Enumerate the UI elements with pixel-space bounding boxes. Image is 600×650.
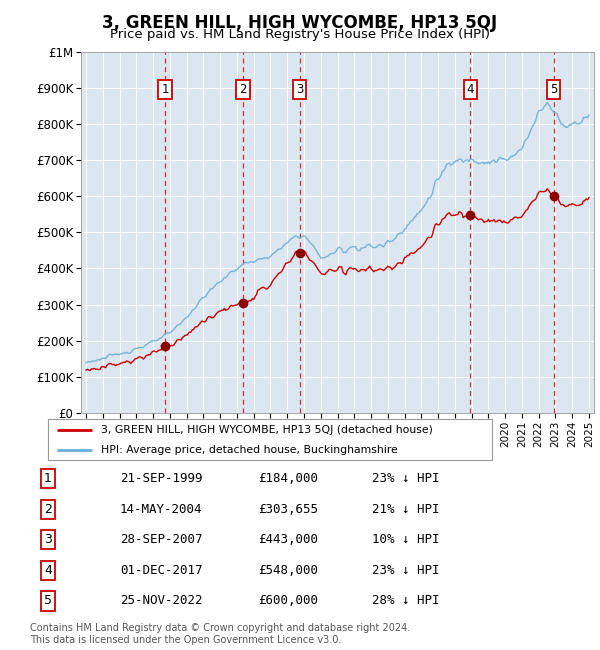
Text: 23% ↓ HPI: 23% ↓ HPI (372, 472, 439, 485)
Text: £548,000: £548,000 (258, 564, 318, 577)
Text: £184,000: £184,000 (258, 472, 318, 485)
Text: 3: 3 (44, 533, 52, 546)
Text: 14-MAY-2004: 14-MAY-2004 (120, 503, 203, 516)
Text: 28% ↓ HPI: 28% ↓ HPI (372, 594, 439, 607)
Text: 3, GREEN HILL, HIGH WYCOMBE, HP13 5QJ: 3, GREEN HILL, HIGH WYCOMBE, HP13 5QJ (103, 14, 497, 32)
Text: Price paid vs. HM Land Registry's House Price Index (HPI): Price paid vs. HM Land Registry's House … (110, 28, 490, 41)
Text: 4: 4 (44, 564, 52, 577)
Text: Contains HM Land Registry data © Crown copyright and database right 2024.
This d: Contains HM Land Registry data © Crown c… (30, 623, 410, 645)
Text: 5: 5 (550, 83, 557, 96)
Text: 2: 2 (239, 83, 247, 96)
Text: £600,000: £600,000 (258, 594, 318, 607)
Text: 4: 4 (467, 83, 474, 96)
Text: £303,655: £303,655 (258, 503, 318, 516)
Text: 21% ↓ HPI: 21% ↓ HPI (372, 503, 439, 516)
Text: 23% ↓ HPI: 23% ↓ HPI (372, 564, 439, 577)
Text: 25-NOV-2022: 25-NOV-2022 (120, 594, 203, 607)
Text: 3, GREEN HILL, HIGH WYCOMBE, HP13 5QJ (detached house): 3, GREEN HILL, HIGH WYCOMBE, HP13 5QJ (d… (101, 425, 433, 436)
Text: 3: 3 (296, 83, 303, 96)
Text: 10% ↓ HPI: 10% ↓ HPI (372, 533, 439, 546)
Text: 01-DEC-2017: 01-DEC-2017 (120, 564, 203, 577)
Text: 1: 1 (44, 472, 52, 485)
Text: 1: 1 (161, 83, 169, 96)
Text: 28-SEP-2007: 28-SEP-2007 (120, 533, 203, 546)
Text: 21-SEP-1999: 21-SEP-1999 (120, 472, 203, 485)
Text: 5: 5 (44, 594, 52, 607)
Text: £443,000: £443,000 (258, 533, 318, 546)
Text: 2: 2 (44, 503, 52, 516)
Text: HPI: Average price, detached house, Buckinghamshire: HPI: Average price, detached house, Buck… (101, 445, 398, 455)
